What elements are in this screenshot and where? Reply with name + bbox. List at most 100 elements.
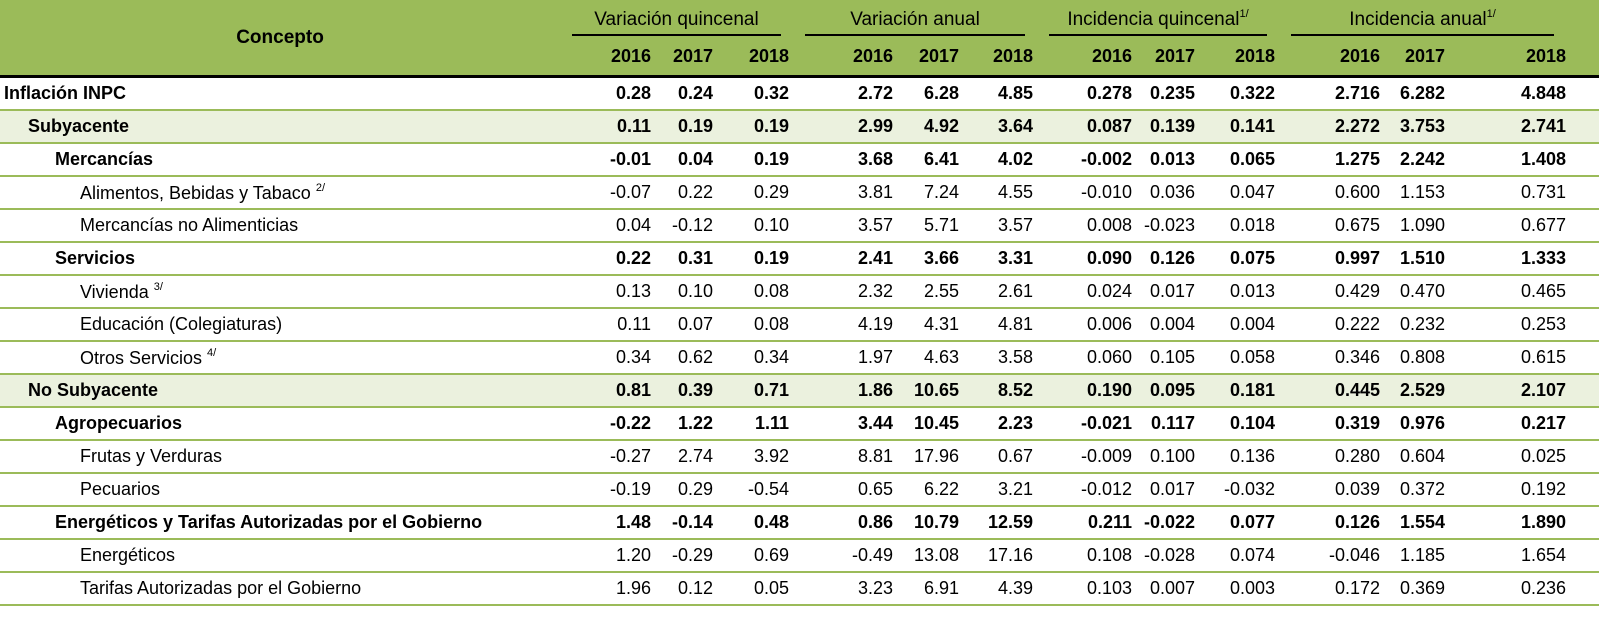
value-cell: 12.59 [963,506,1038,540]
value-cell: 0.060 [1037,341,1137,375]
concept-cell: Vivienda 3/ [0,275,560,309]
value-cell: 0.008 [1037,209,1137,243]
concept-label: Alimentos, Bebidas y Tabaco [80,182,311,203]
concept-cell: Agropecuarios [0,407,560,441]
value-cell: 0.372 [1384,473,1450,507]
value-cell: -0.012 [1037,473,1137,507]
value-cell: 0.217 [1449,407,1599,441]
value-cell: -0.49 [793,539,897,573]
group-header: Incidencia quincenal1/ [1037,0,1280,38]
value-cell: 0.10 [655,275,717,309]
group-header: Variación quincenal [560,0,793,38]
value-cell: 0.04 [560,209,655,243]
value-cell: 0.003 [1199,572,1280,606]
value-cell: 0.077 [1199,506,1280,540]
value-cell: 1.408 [1449,143,1599,177]
year-header: 2017 [1384,38,1450,78]
value-cell: -0.07 [560,176,655,210]
value-cell: 1.090 [1384,209,1450,243]
value-cell: 0.017 [1136,275,1200,309]
value-cell: 2.72 [793,76,897,111]
value-cell: 0.346 [1279,341,1385,375]
value-cell: 3.66 [897,242,963,276]
value-cell: 6.91 [897,572,963,606]
value-cell: -0.01 [560,143,655,177]
year-header: 2018 [1199,38,1280,78]
table-row: Mercancías -0.01 0.04 0.19 3.68 6.41 4.02 -0.00… [0,143,1599,177]
value-cell: -0.021 [1037,407,1137,441]
value-cell: 0.190 [1037,374,1137,408]
value-cell: 0.11 [560,308,655,342]
value-cell: -0.14 [655,506,717,540]
value-cell: 3.21 [963,473,1038,507]
value-cell: 0.104 [1199,407,1280,441]
value-cell: 2.41 [793,242,897,276]
concept-cell: Energéticos y Tarifas Autorizadas por el… [0,506,560,540]
concept-cell: No Subyacente [0,374,560,408]
value-cell: 3.58 [963,341,1038,375]
value-cell: 7.24 [897,176,963,210]
value-cell: 0.126 [1136,242,1200,276]
value-cell: -0.002 [1037,143,1137,177]
value-cell: 0.013 [1199,275,1280,309]
year-header: 2018 [717,38,793,78]
value-cell: 2.23 [963,407,1038,441]
table-row: Subyacente 0.11 0.19 0.19 2.99 4.92 3.64 0.087 0… [0,110,1599,144]
value-cell: -0.028 [1136,539,1200,573]
value-cell: 4.39 [963,572,1038,606]
value-cell: 6.282 [1384,76,1450,111]
value-cell: 0.136 [1199,440,1280,474]
value-cell: 0.211 [1037,506,1137,540]
year-header: 2018 [963,38,1038,78]
value-cell: 0.604 [1384,440,1450,474]
value-cell: -0.29 [655,539,717,573]
concept-cell: Servicios [0,242,560,276]
table-row: Energéticos 1.20 -0.29 0.69 -0.49 13.08 17.16 0… [0,539,1599,573]
concept-label: Pecuarios [80,479,161,499]
value-cell: 2.107 [1449,374,1599,408]
value-cell: 3.64 [963,110,1038,144]
value-cell: 1.96 [560,572,655,606]
value-cell: 0.025 [1449,440,1599,474]
value-cell: -0.22 [560,407,655,441]
value-cell: 0.976 [1384,407,1450,441]
concept-label: Frutas y Verduras [80,446,223,466]
value-cell: 2.716 [1279,76,1385,111]
table-row: Energéticos y Tarifas Autorizadas por el… [0,506,1599,540]
value-cell: 2.55 [897,275,963,309]
value-cell: 2.74 [655,440,717,474]
concept-label: Servicios [55,248,136,268]
value-cell: 2.529 [1384,374,1450,408]
value-cell: 0.192 [1449,473,1599,507]
value-cell: 0.69 [717,539,793,573]
concept-label: Mercancías [55,149,154,169]
concept-label: No Subyacente [28,380,159,400]
value-cell: 17.16 [963,539,1038,573]
value-cell: 0.24 [655,76,717,111]
value-cell: 0.108 [1037,539,1137,573]
value-cell: 0.006 [1037,308,1137,342]
value-cell: 0.81 [560,374,655,408]
value-cell: 0.39 [655,374,717,408]
value-cell: 0.19 [717,242,793,276]
value-cell: 3.81 [793,176,897,210]
value-cell: 13.08 [897,539,963,573]
value-cell: 0.126 [1279,506,1385,540]
value-cell: 0.087 [1037,110,1137,144]
value-cell: 0.675 [1279,209,1385,243]
group-header: Incidencia anual1/ [1279,0,1599,38]
value-cell: 0.105 [1136,341,1200,375]
year-header: 2016 [793,38,897,78]
value-cell: 1.97 [793,341,897,375]
value-cell: 0.117 [1136,407,1200,441]
concept-label: Energéticos y Tarifas Autorizadas por el… [55,512,483,532]
value-cell: 0.86 [793,506,897,540]
concept-label: Tarifas Autorizadas por el Gobierno [80,578,362,598]
value-cell: 0.172 [1279,572,1385,606]
value-cell: 1.22 [655,407,717,441]
value-cell: 2.741 [1449,110,1599,144]
concept-label: Vivienda [80,281,149,302]
value-cell: 0.465 [1449,275,1599,309]
concept-cell: Mercancías [0,143,560,177]
concept-cell: Frutas y Verduras [0,440,560,474]
